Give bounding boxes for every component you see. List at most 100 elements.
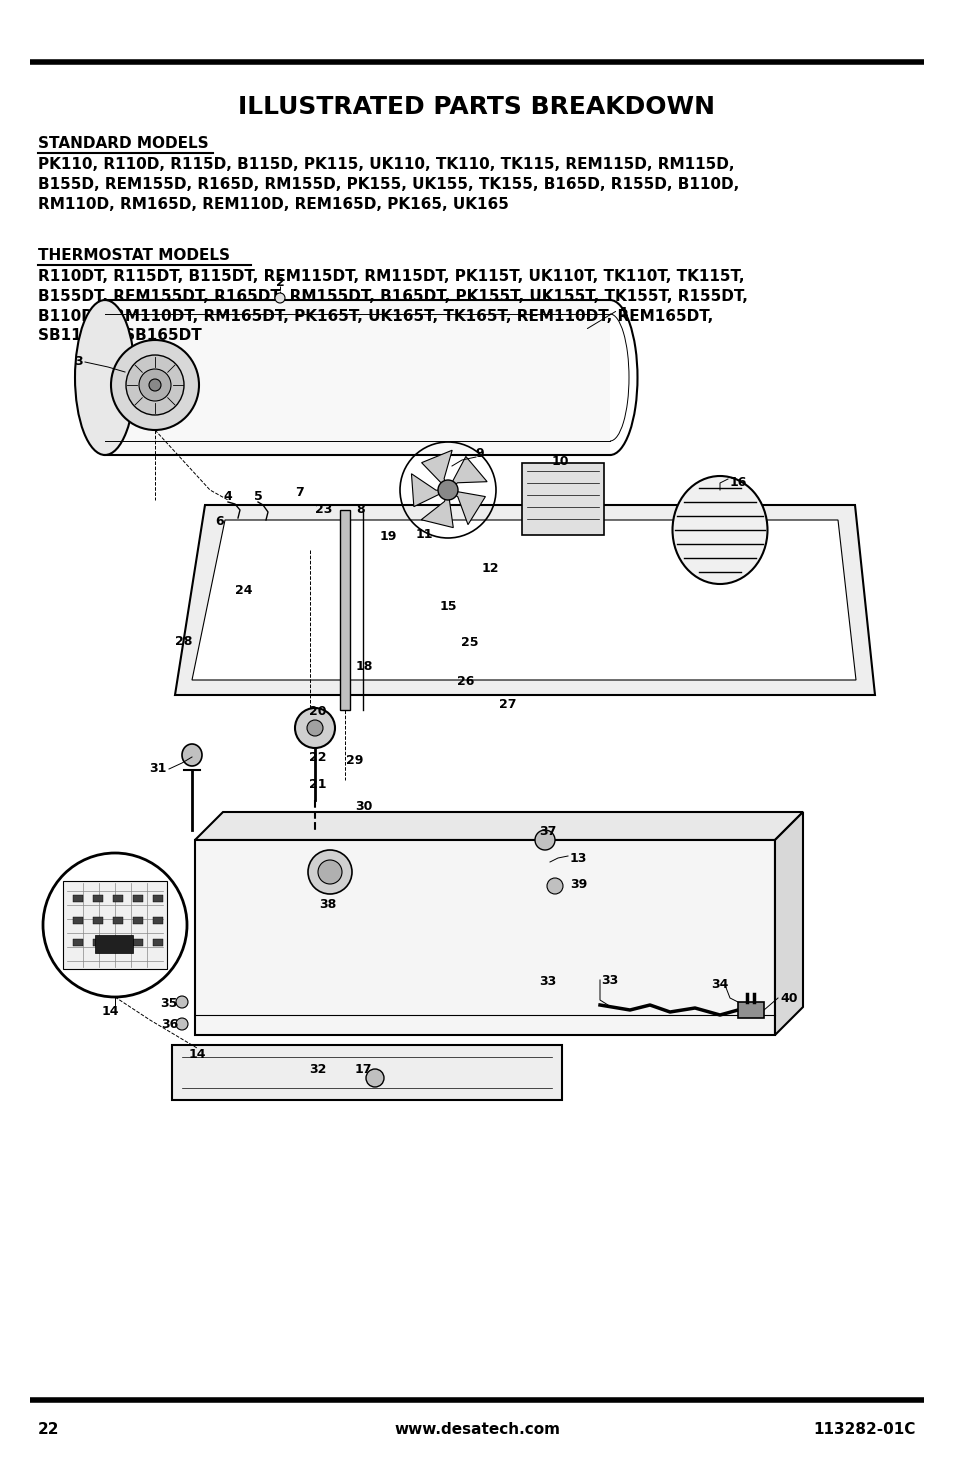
- Bar: [132, 940, 143, 945]
- Text: 13: 13: [569, 853, 587, 864]
- Text: 11: 11: [416, 528, 433, 541]
- Circle shape: [149, 379, 161, 391]
- Text: 4: 4: [223, 490, 233, 503]
- Text: 17: 17: [355, 1063, 372, 1075]
- Circle shape: [294, 708, 335, 748]
- Polygon shape: [411, 473, 448, 506]
- Bar: [92, 895, 103, 903]
- Ellipse shape: [182, 743, 202, 766]
- Text: 15: 15: [439, 600, 457, 614]
- Text: 10: 10: [551, 454, 568, 468]
- Bar: [92, 940, 103, 945]
- Text: R110DT, R115DT, B115DT, REM115DT, RM115DT, PK115T, UK110T, TK110T, TK115T,
B155D: R110DT, R115DT, B115DT, REM115DT, RM115D…: [38, 268, 747, 344]
- Text: 29: 29: [346, 754, 363, 767]
- Text: 32: 32: [309, 1063, 326, 1075]
- Circle shape: [366, 1069, 384, 1087]
- Polygon shape: [192, 521, 855, 680]
- Bar: [112, 940, 123, 945]
- Polygon shape: [421, 490, 453, 528]
- Bar: [63, 881, 167, 969]
- Bar: [73, 895, 83, 903]
- Circle shape: [546, 878, 562, 894]
- Text: 7: 7: [295, 485, 304, 499]
- Polygon shape: [174, 504, 874, 695]
- Polygon shape: [774, 813, 802, 1035]
- Text: 22: 22: [38, 1422, 59, 1437]
- Circle shape: [175, 1018, 188, 1030]
- Text: 9: 9: [476, 447, 484, 460]
- Text: 20: 20: [309, 705, 327, 718]
- Text: 36: 36: [161, 1018, 178, 1031]
- Text: 23: 23: [314, 503, 332, 516]
- Polygon shape: [448, 490, 485, 525]
- Text: 5: 5: [253, 490, 262, 503]
- Text: THERMOSTAT MODELS: THERMOSTAT MODELS: [38, 248, 230, 263]
- Circle shape: [43, 853, 187, 997]
- Bar: [73, 917, 83, 923]
- Text: 6: 6: [215, 515, 224, 528]
- Polygon shape: [105, 299, 609, 454]
- Ellipse shape: [75, 299, 135, 454]
- Bar: [132, 895, 143, 903]
- Text: ILLUSTRATED PARTS BREAKDOWN: ILLUSTRATED PARTS BREAKDOWN: [238, 94, 715, 119]
- Text: 8: 8: [355, 503, 364, 516]
- Text: 34: 34: [711, 978, 728, 991]
- Ellipse shape: [672, 476, 767, 584]
- Text: 19: 19: [379, 530, 397, 543]
- Text: 21: 21: [309, 777, 327, 791]
- Circle shape: [175, 996, 188, 1007]
- Bar: [73, 940, 83, 945]
- Circle shape: [535, 830, 555, 850]
- Circle shape: [317, 860, 341, 884]
- Polygon shape: [448, 456, 487, 490]
- Text: 26: 26: [456, 676, 475, 687]
- Text: 30: 30: [355, 799, 372, 813]
- Ellipse shape: [111, 341, 199, 431]
- Text: 22: 22: [309, 751, 327, 764]
- Text: 28: 28: [174, 636, 192, 648]
- Bar: [738, 1002, 763, 1018]
- Ellipse shape: [126, 355, 184, 414]
- Text: 24: 24: [235, 584, 253, 597]
- Polygon shape: [194, 813, 802, 839]
- Text: 1: 1: [619, 305, 628, 319]
- Bar: [152, 917, 163, 923]
- Bar: [172, 1044, 561, 1100]
- Text: 39: 39: [569, 878, 587, 891]
- Text: STANDARD MODELS: STANDARD MODELS: [38, 136, 209, 150]
- Circle shape: [139, 369, 171, 401]
- Text: 37: 37: [538, 825, 557, 838]
- Text: 31: 31: [150, 763, 167, 774]
- Text: 113282-01C: 113282-01C: [813, 1422, 915, 1437]
- Bar: [112, 895, 123, 903]
- Text: 18: 18: [355, 659, 373, 673]
- Text: 33: 33: [538, 975, 556, 988]
- Text: 3: 3: [74, 355, 83, 367]
- Text: 14: 14: [188, 1049, 206, 1061]
- Bar: [92, 917, 103, 923]
- Polygon shape: [194, 839, 774, 1035]
- Circle shape: [274, 294, 285, 302]
- Text: 35: 35: [160, 997, 178, 1010]
- Circle shape: [437, 479, 457, 500]
- Bar: [521, 463, 603, 535]
- Bar: [152, 895, 163, 903]
- Text: 33: 33: [600, 974, 618, 987]
- Text: 25: 25: [460, 636, 478, 649]
- Bar: [95, 935, 132, 953]
- Text: 38: 38: [319, 898, 336, 912]
- Circle shape: [308, 850, 352, 894]
- Text: 40: 40: [780, 993, 797, 1004]
- Bar: [152, 940, 163, 945]
- Circle shape: [307, 720, 323, 736]
- Bar: [132, 917, 143, 923]
- Polygon shape: [421, 450, 452, 490]
- Polygon shape: [339, 510, 350, 709]
- Text: PK110, R110D, R115D, B115D, PK115, UK110, TK110, TK115, REM115D, RM115D,
B155D, : PK110, R110D, R115D, B115D, PK115, UK110…: [38, 156, 739, 211]
- Bar: [112, 917, 123, 923]
- Text: www.desatech.com: www.desatech.com: [394, 1422, 559, 1437]
- Text: 27: 27: [498, 698, 517, 711]
- Text: 12: 12: [481, 562, 499, 575]
- Text: 14: 14: [101, 1004, 118, 1018]
- Text: 2: 2: [275, 276, 284, 289]
